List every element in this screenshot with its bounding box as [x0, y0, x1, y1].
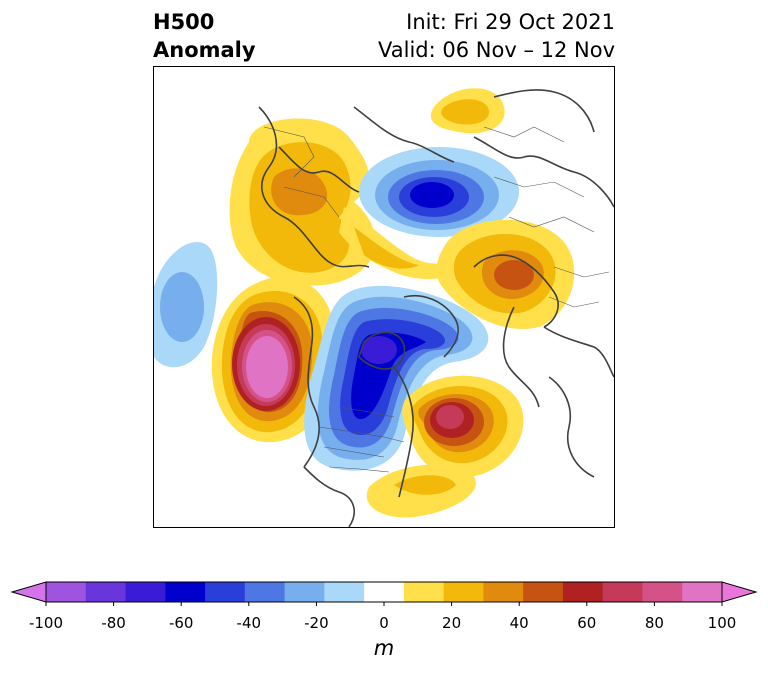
colorbar-over-extension: [721, 581, 758, 603]
colorbar-tick-label: 0: [379, 614, 389, 632]
anomaly-europe-positive: [436, 219, 575, 329]
valid-period: Valid: 06 Nov – 12 Nov: [378, 38, 615, 62]
colorbar-segment: [403, 582, 445, 602]
colorbar-segment: [85, 582, 127, 602]
colorbar-under-extension: [10, 581, 47, 603]
map-title: H500 Anomaly: [153, 8, 256, 64]
map-canvas: [154, 88, 614, 527]
colorbar-tick-label: 100: [707, 614, 737, 632]
colorbar-segment: [205, 582, 246, 602]
title-line-2: Anomaly: [153, 38, 256, 62]
colorbar-segment: [284, 582, 325, 602]
colorbar-segment: [364, 582, 405, 602]
colorbar-segment: [602, 582, 643, 602]
anomaly-atlantic-positive: [402, 375, 524, 478]
anomaly-hudson-negative: [304, 285, 489, 471]
colorbar-segment: [125, 582, 166, 602]
anomaly-pacific-negative: [154, 241, 218, 368]
colorbar-segment: [244, 582, 286, 602]
anomaly-map: [153, 66, 615, 528]
colorbar-unit: m: [373, 636, 395, 660]
colorbar-segment: [562, 582, 604, 602]
anomaly-siberia-negative: [359, 147, 519, 237]
colorbar-segment: [682, 582, 723, 602]
date-info: Init: Fri 29 Oct 2021 Valid: 06 Nov – 12…: [378, 8, 615, 64]
colorbar-tick-label: -60: [168, 614, 194, 632]
colorbar-segment: [523, 582, 564, 602]
colorbar-segment: [165, 582, 206, 602]
title-line-1: H500: [153, 10, 215, 34]
colorbar-tick-label: 80: [644, 614, 664, 632]
colorbar-tick-label: -20: [304, 614, 329, 632]
colorbar-tick-label: 40: [509, 614, 529, 632]
colorbar-segment: [46, 582, 87, 602]
colorbar-tick-label: -40: [236, 614, 262, 632]
anomaly-east-siberia-positive: [229, 118, 376, 286]
anomaly-gulf-alaska-positive: [211, 277, 337, 443]
colorbar-segment: [324, 582, 365, 602]
colorbar: [10, 581, 758, 606]
init-date: Init: Fri 29 Oct 2021: [406, 10, 615, 34]
colorbar-tick-label: 60: [577, 614, 597, 632]
colorbar-segment: [642, 582, 683, 602]
colorbar-segment: [483, 582, 524, 602]
colorbar-segment: [443, 582, 484, 602]
country-borders: [263, 126, 610, 473]
anomaly-fields: [154, 88, 614, 527]
colorbar-tick-label: -100: [28, 614, 64, 632]
anomaly-northeast-positive: [430, 88, 505, 134]
colorbar-tick-label: -80: [101, 614, 126, 632]
coastlines: [258, 89, 614, 527]
colorbar-tick-label: 20: [442, 614, 462, 632]
